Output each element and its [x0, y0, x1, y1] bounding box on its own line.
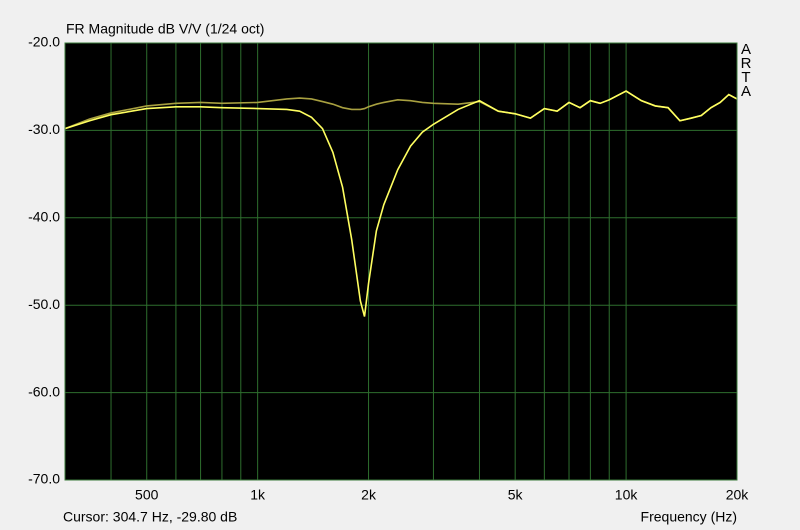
- y-tick-label: -20.0: [28, 34, 60, 50]
- x-tick-label: 1k: [250, 487, 266, 503]
- x-tick-label: 10k: [615, 487, 639, 503]
- lines: [64, 90, 738, 317]
- x-tick-label: 20k: [726, 487, 750, 503]
- y-tick-label: -60.0: [28, 383, 60, 399]
- plot-border: [64, 42, 738, 481]
- x-tick-label: 5k: [508, 487, 524, 503]
- watermark: ARTA: [740, 41, 752, 100]
- chart-title: FR Magnitude dB V/V (1/24 oct): [66, 21, 264, 37]
- plot-area: [65, 43, 737, 480]
- series-line: [64, 90, 738, 317]
- y-tick-label: -50.0: [28, 296, 60, 312]
- y-tick-label: -40.0: [28, 209, 60, 225]
- x-tick-label: 2k: [361, 487, 377, 503]
- y-tick-label: -70.0: [28, 471, 60, 487]
- y-tick-label: -30.0: [28, 121, 60, 137]
- x-axis-label: Frequency (Hz): [641, 509, 737, 525]
- x-tick-label: 500: [135, 487, 159, 503]
- cursor-status: Cursor: 304.7 Hz, -29.80 dB: [63, 509, 237, 525]
